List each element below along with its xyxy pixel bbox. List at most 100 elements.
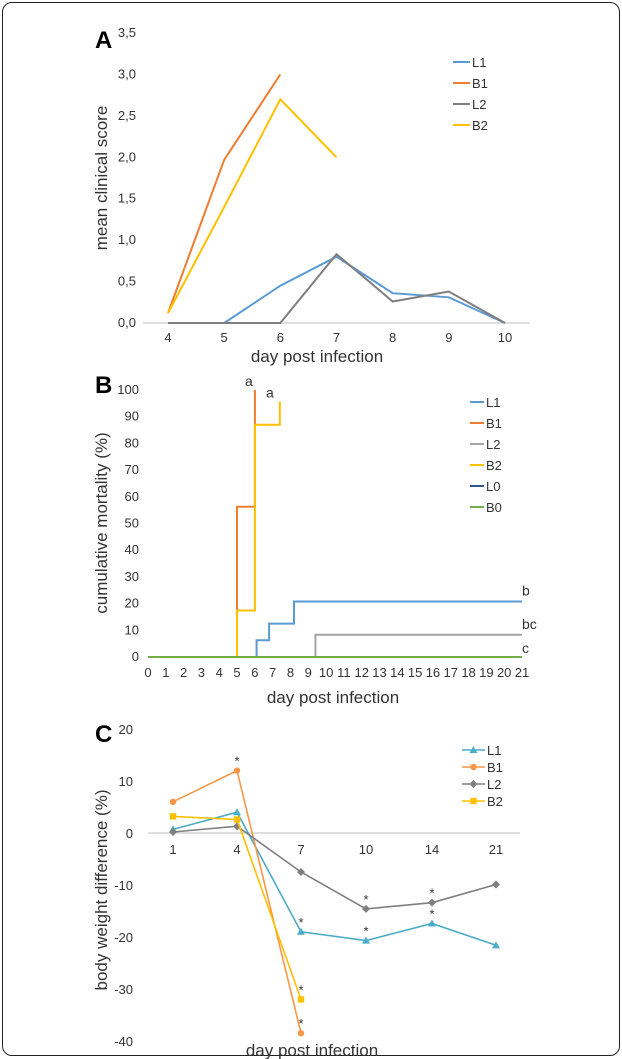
y-axis-title: body weight difference (%) [92, 790, 111, 991]
legend-marker-b2 [470, 797, 477, 805]
x-tick-label: 8 [287, 665, 294, 680]
series-line-b1 [167, 73, 282, 314]
x-tick-label: 12 [354, 665, 368, 680]
y-tick-label: 3,5 [118, 25, 136, 40]
x-tick-label: 7 [297, 842, 304, 857]
x-tick-label: 7 [333, 330, 340, 345]
x-tick-label: 10 [359, 842, 373, 857]
x-tick-label: 6 [277, 330, 284, 345]
x-tick-label: 6 [251, 665, 258, 680]
legend-label-l1: L1 [472, 55, 486, 70]
y-tick-label: 100 [117, 382, 139, 397]
x-tick-label: 20 [497, 665, 511, 680]
y-tick-label: -20 [114, 930, 133, 945]
y-tick-label: 50 [125, 516, 139, 531]
panel-c-letter: C [95, 721, 112, 748]
y-tick-label: 40 [125, 542, 139, 557]
data-point-l1 [428, 919, 436, 927]
legend-label-b2: B2 [472, 118, 488, 133]
data-point-l2 [297, 868, 305, 876]
y-tick-label: 2,0 [118, 149, 136, 164]
significance-star: * [298, 1016, 303, 1031]
y-tick-label: -40 [114, 1034, 133, 1049]
x-tick-label: 14 [390, 665, 404, 680]
x-tick-label: 15 [408, 665, 422, 680]
x-axis-title: day post infection [267, 688, 399, 707]
y-tick-label: 10 [125, 622, 139, 637]
significance-star: * [298, 982, 303, 997]
significance-star: * [429, 906, 434, 921]
x-tick-label: 1 [169, 842, 176, 857]
data-point-b2 [297, 996, 305, 1003]
x-axis-title: day post infection [251, 347, 383, 366]
x-tick-label: 17 [444, 665, 458, 680]
series-line-l1 [168, 255, 506, 324]
significance-star: * [298, 915, 303, 930]
y-axis-title: cumulative mortality (%) [92, 432, 111, 613]
x-tick-label: 18 [461, 665, 475, 680]
x-tick-label: 10 [498, 330, 512, 345]
x-tick-label: 4 [233, 842, 240, 857]
legend-label-l0: L0 [486, 479, 500, 494]
significance-star: * [363, 892, 368, 907]
y-tick-label: 2,5 [118, 108, 136, 123]
legend-marker-l2 [469, 780, 478, 788]
x-tick-label: 10 [319, 665, 333, 680]
x-tick-label: 8 [389, 330, 396, 345]
legend-label-l1: L1 [486, 395, 500, 410]
significance-star: * [234, 754, 239, 769]
significance-label-b2: a [266, 384, 274, 400]
x-tick-label: 7 [269, 665, 276, 680]
data-point-b2 [233, 816, 241, 823]
data-point-l2 [492, 880, 500, 889]
series-line-b2 [167, 97, 338, 314]
x-tick-label: 5 [233, 665, 240, 680]
x-tick-label: 4 [164, 330, 171, 345]
x-tick-label: 19 [479, 665, 493, 680]
data-point-l2 [362, 904, 370, 913]
panel-b-letter: B [95, 372, 112, 399]
data-point-l2 [428, 898, 436, 907]
legend-label-b2: B2 [487, 794, 503, 809]
significance-star: * [363, 924, 368, 939]
legend-label-b1: B1 [472, 76, 488, 91]
significance-label-l2: bc [522, 616, 537, 632]
legend-label-b2: B2 [486, 458, 502, 473]
y-tick-label: 0 [126, 826, 133, 841]
y-tick-label: 0,5 [118, 274, 136, 289]
x-tick-label: 9 [305, 665, 312, 680]
y-tick-label: 70 [125, 462, 139, 477]
y-tick-label: 30 [125, 569, 139, 584]
x-tick-label: 14 [425, 842, 439, 857]
legend-marker-b1 [470, 763, 477, 771]
x-tick-label: 4 [216, 665, 223, 680]
significance-star: * [429, 886, 434, 901]
panel-a-letter: A [95, 27, 112, 54]
y-tick-label: 3,0 [118, 66, 136, 81]
x-tick-label: 1 [162, 665, 169, 680]
y-tick-label: 60 [125, 489, 139, 504]
legend-label-b0: B0 [486, 500, 502, 515]
panel-a: A 0,0 0,5 1,0 1,5 2,0 2,5 3,0 3,5 4 5 6 7 8 9 10 day po… [92, 25, 530, 366]
series-step-l2 [148, 633, 522, 658]
legend-label-l1: L1 [487, 743, 501, 758]
y-tick-label: -30 [114, 982, 133, 997]
data-point-l1 [233, 808, 241, 816]
significance-label-l1: b [522, 582, 530, 598]
legend-label-l2: L2 [486, 437, 500, 452]
x-tick-label: 21 [489, 842, 503, 857]
significance-label-l0: c [522, 640, 529, 656]
y-tick-label: 10 [119, 774, 133, 789]
y-axis-title: mean clinical score [92, 106, 111, 251]
x-tick-label: 13 [372, 665, 386, 680]
x-tick-label: 5 [221, 330, 228, 345]
data-point-b1 [297, 1030, 305, 1037]
x-tick-label: 16 [426, 665, 440, 680]
legend-label-l2: L2 [472, 97, 486, 112]
legend-label-b1: B1 [486, 416, 502, 431]
x-tick-label: 3 [198, 665, 205, 680]
legend-label-l2: L2 [487, 777, 501, 792]
x-tick-label: 21 [515, 665, 529, 680]
